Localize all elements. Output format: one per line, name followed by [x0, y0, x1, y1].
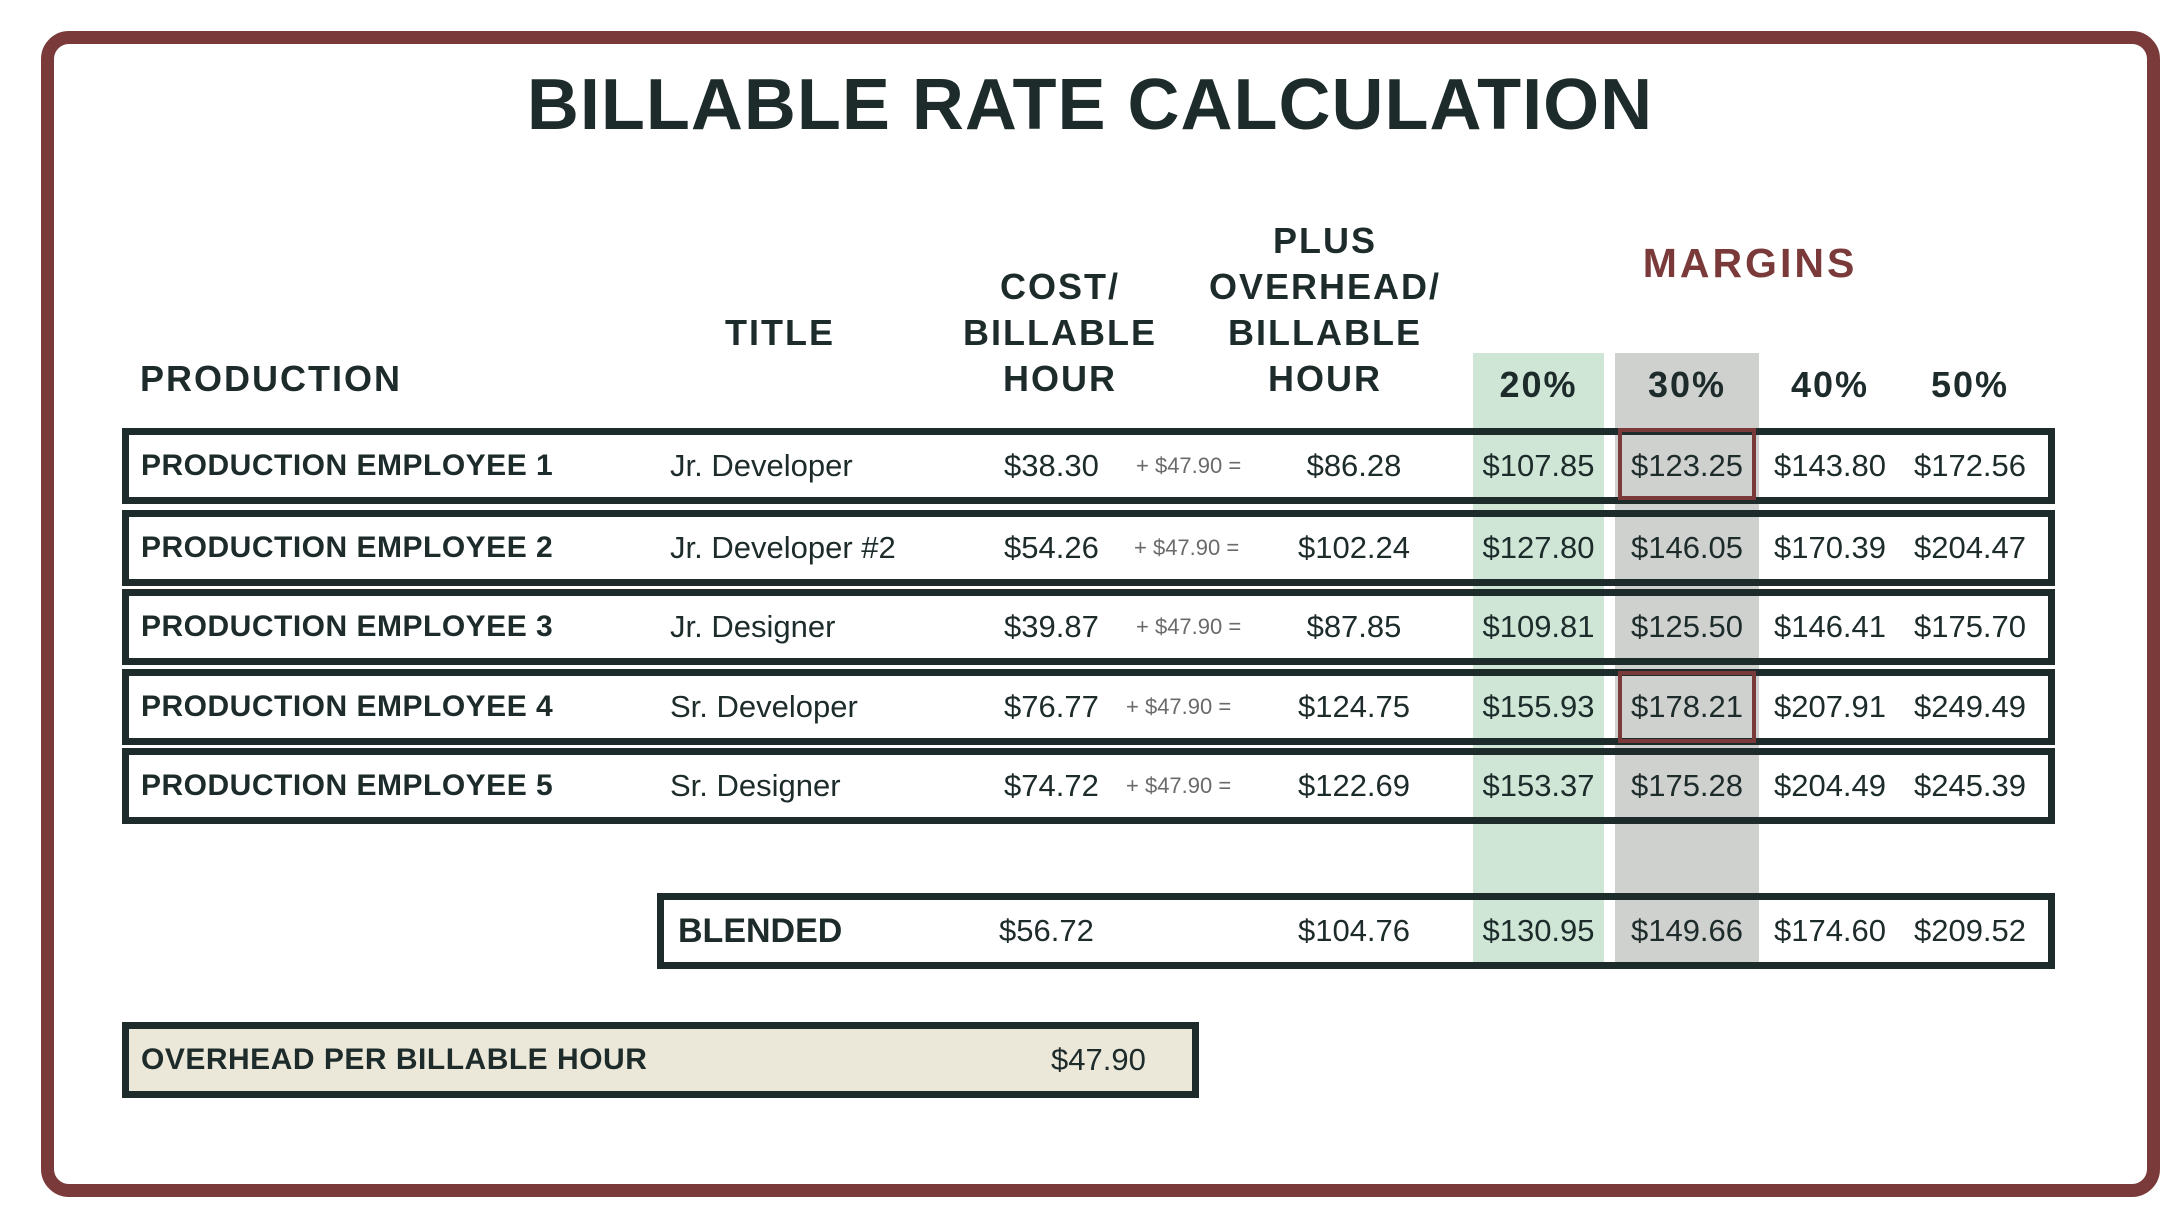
employee-name: PRODUCTION EMPLOYEE 2 — [141, 531, 554, 564]
overhead-addition: + $47.90 = — [1136, 453, 1242, 478]
margin-20-value: $109.81 — [1482, 609, 1595, 644]
margin-20-value: $107.85 — [1482, 448, 1595, 483]
header-cost-line: COST/ — [999, 266, 1120, 307]
table-row: PRODUCTION EMPLOYEE 5 Sr. Designer $74.7… — [122, 748, 2055, 824]
margin-20-value: $153.37 — [1482, 768, 1595, 803]
employee-name: PRODUCTION EMPLOYEE 4 — [141, 690, 554, 723]
header-cost-line: BILLABLE — [963, 312, 1157, 353]
margin-30-value: $175.28 — [1630, 768, 1744, 803]
header-cost: COST/ BILLABLE HOUR — [930, 264, 1190, 402]
blended-margin-30: $149.66 — [1630, 913, 1744, 948]
employee-title: Jr. Developer — [670, 448, 853, 483]
margin-30-value: $146.05 — [1630, 530, 1744, 565]
header-overhead-line: OVERHEAD/ — [1208, 266, 1442, 307]
overhead-box: OVERHEAD PER BILLABLE HOUR $47.90 — [122, 1022, 1199, 1098]
header-margins: MARGINS — [1642, 240, 1858, 286]
table-row: PRODUCTION EMPLOYEE 2 Jr. Developer #2 $… — [122, 510, 2055, 586]
overhead-value: $47.90 — [1051, 1042, 1146, 1077]
highlight-box — [1618, 671, 1756, 743]
margin-30-value: $178.21 — [1630, 689, 1744, 724]
cost-value: $76.77 — [1004, 689, 1099, 724]
header-overhead-line: BILLABLE — [1228, 312, 1422, 353]
employee-name: PRODUCTION EMPLOYEE 1 — [141, 449, 554, 482]
margin-40-value: $204.49 — [1773, 768, 1887, 803]
margin-50-value: $245.39 — [1913, 768, 2027, 803]
header-title: TITLE — [725, 312, 835, 353]
margin-40-value: $170.39 — [1773, 530, 1887, 565]
overhead-addition: + $47.90 = — [1126, 773, 1232, 798]
employee-title: Sr. Designer — [670, 768, 841, 803]
margin-50-value: $175.70 — [1913, 609, 2027, 644]
header-margin-20: 20% — [1499, 364, 1578, 405]
cost-value: $38.30 — [1004, 448, 1099, 483]
margin-20-value: $155.93 — [1482, 689, 1595, 724]
blended-margin-20: $130.95 — [1482, 913, 1595, 948]
employee-title: Jr. Designer — [670, 609, 836, 644]
header-overhead-line: HOUR — [1268, 358, 1382, 399]
blended-row: BLENDED $56.72 $104.76 $130.95 $149.66 $… — [657, 893, 2055, 969]
blended-margin-50: $209.52 — [1913, 913, 2027, 948]
header-production: PRODUCTION — [140, 358, 402, 399]
overhead-addition: + $47.90 = — [1126, 694, 1232, 719]
cost-value: $54.26 — [1004, 530, 1099, 565]
margin-40-value: $146.41 — [1773, 609, 1887, 644]
employee-title: Jr. Developer #2 — [670, 530, 896, 565]
header-cost-line: HOUR — [1003, 358, 1117, 399]
table-row: PRODUCTION EMPLOYEE 4 Sr. Developer $76.… — [122, 669, 2055, 745]
highlight-box — [1618, 428, 1756, 500]
total-value: $87.85 — [1306, 609, 1402, 644]
page-frame — [41, 31, 2160, 1197]
table-row: PRODUCTION EMPLOYEE 1 Jr. Developer $38.… — [122, 428, 2055, 504]
total-value: $124.75 — [1297, 689, 1411, 724]
total-value: $86.28 — [1306, 448, 1402, 483]
margin-30-value: $125.50 — [1630, 609, 1744, 644]
header-margin-30: 30% — [1647, 364, 1727, 405]
header-overhead-line: PLUS — [1272, 220, 1377, 261]
header-margin-50: 50% — [1930, 364, 2010, 405]
margin-50-value: $172.56 — [1913, 448, 2027, 483]
cost-value: $74.72 — [1004, 768, 1099, 803]
employee-title: Sr. Developer — [670, 689, 858, 724]
overhead-label: OVERHEAD PER BILLABLE HOUR — [141, 1043, 648, 1076]
margin-50-value: $249.49 — [1913, 689, 2027, 724]
blended-total: $104.76 — [1297, 913, 1411, 948]
margin-40-value: $143.80 — [1773, 448, 1887, 483]
margin-30-value: $123.25 — [1630, 448, 1744, 483]
blended-margin-40: $174.60 — [1773, 913, 1887, 948]
employee-name: PRODUCTION EMPLOYEE 3 — [141, 610, 554, 643]
overhead-addition: + $47.90 = — [1136, 614, 1242, 639]
employee-name: PRODUCTION EMPLOYEE 5 — [141, 769, 554, 802]
margin-20-value: $127.80 — [1482, 530, 1595, 565]
total-value: $122.69 — [1297, 768, 1411, 803]
blended-cost: $56.72 — [999, 913, 1094, 948]
table-row: PRODUCTION EMPLOYEE 3 Jr. Designer $39.8… — [122, 589, 2055, 665]
header-overhead: PLUS OVERHEAD/ BILLABLE HOUR — [1180, 218, 1470, 402]
header-margin-40: 40% — [1790, 364, 1870, 405]
overhead-addition: + $47.90 = — [1134, 535, 1240, 560]
cost-value: $39.87 — [1004, 609, 1099, 644]
margin-50-value: $204.47 — [1913, 530, 2027, 565]
page-title: BILLABLE RATE CALCULATION — [526, 65, 1654, 145]
total-value: $102.24 — [1297, 530, 1411, 565]
margin-40-value: $207.91 — [1773, 689, 1887, 724]
blended-label: BLENDED — [678, 912, 843, 950]
